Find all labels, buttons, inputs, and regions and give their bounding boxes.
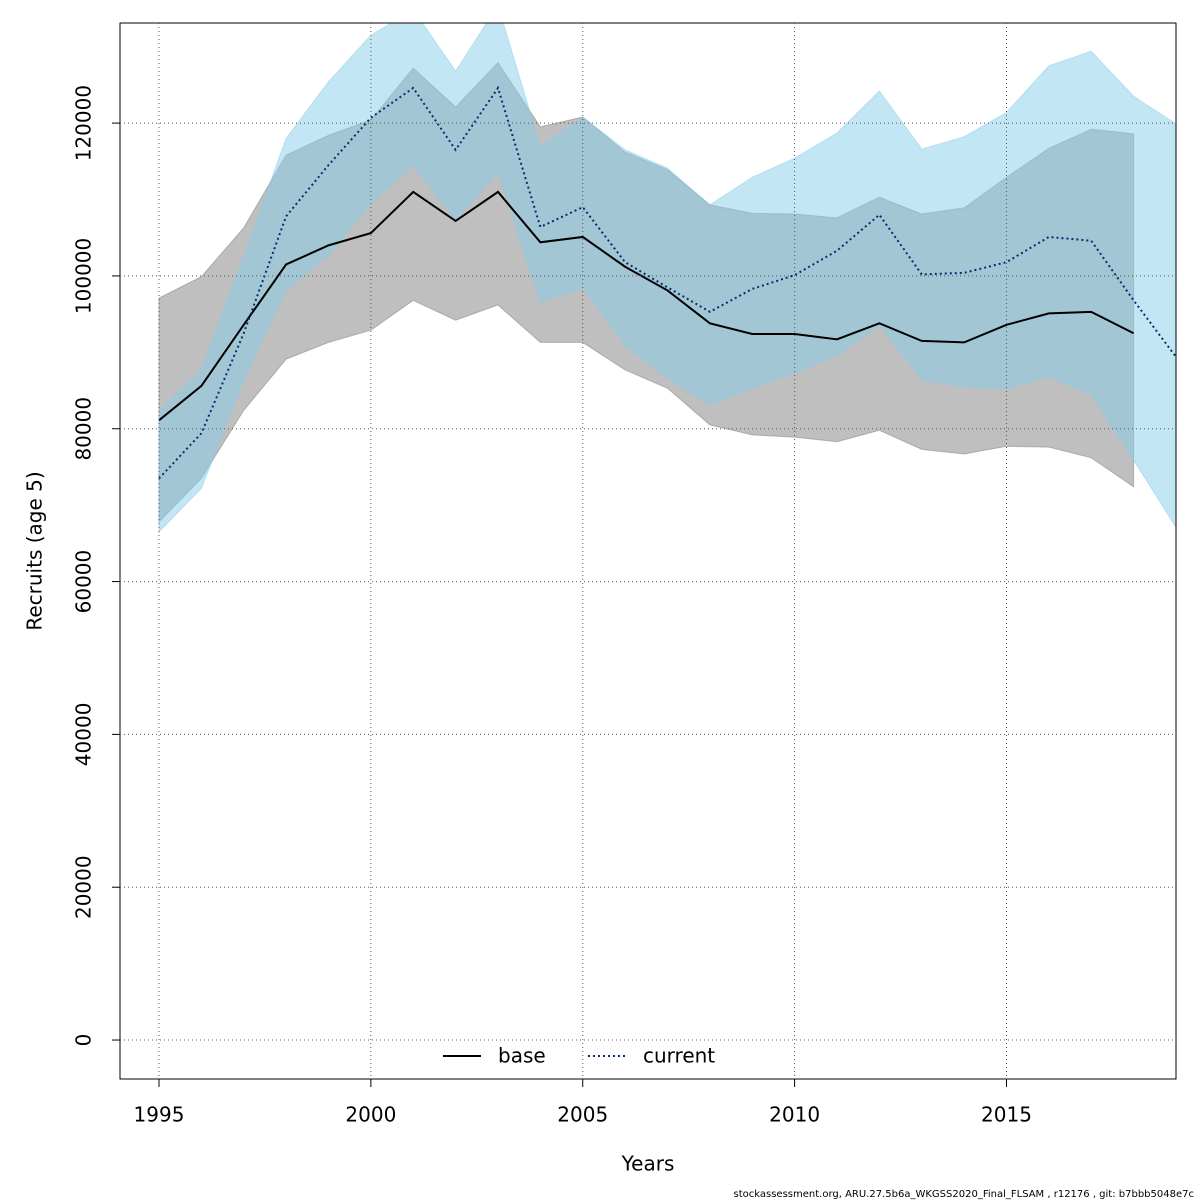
y-tick-label: 60000 xyxy=(72,550,96,614)
x-axis-label: Years xyxy=(621,1152,675,1176)
series-line xyxy=(158,190,1135,422)
series-line xyxy=(158,85,1176,480)
x-tick-label: 2010 xyxy=(769,1103,820,1127)
y-tick-label: 0 xyxy=(72,1034,96,1047)
x-tick-label: 2000 xyxy=(345,1103,396,1127)
x-tick-label: 1995 xyxy=(134,1103,185,1127)
confidence-band xyxy=(158,23,1176,534)
y-tick-label: 100000 xyxy=(72,238,96,314)
y-tick-label: 40000 xyxy=(72,703,96,767)
footer: stockassessment.org, ARU.27.5b6a_WKGSS20… xyxy=(734,1189,1194,1200)
x-tick-label: 2015 xyxy=(981,1103,1032,1127)
y-axis-label: Recruits (age 5) xyxy=(23,471,47,630)
y-tick-label: 20000 xyxy=(72,855,96,919)
y-tick-label: 120000 xyxy=(72,85,96,161)
plot-frame xyxy=(119,22,1177,1080)
legend-label: base xyxy=(498,1044,546,1068)
legend-label: current xyxy=(643,1044,715,1068)
x-tick-label: 2005 xyxy=(557,1103,608,1127)
plot-area xyxy=(158,23,1176,534)
y-tick-label: 80000 xyxy=(72,397,96,461)
